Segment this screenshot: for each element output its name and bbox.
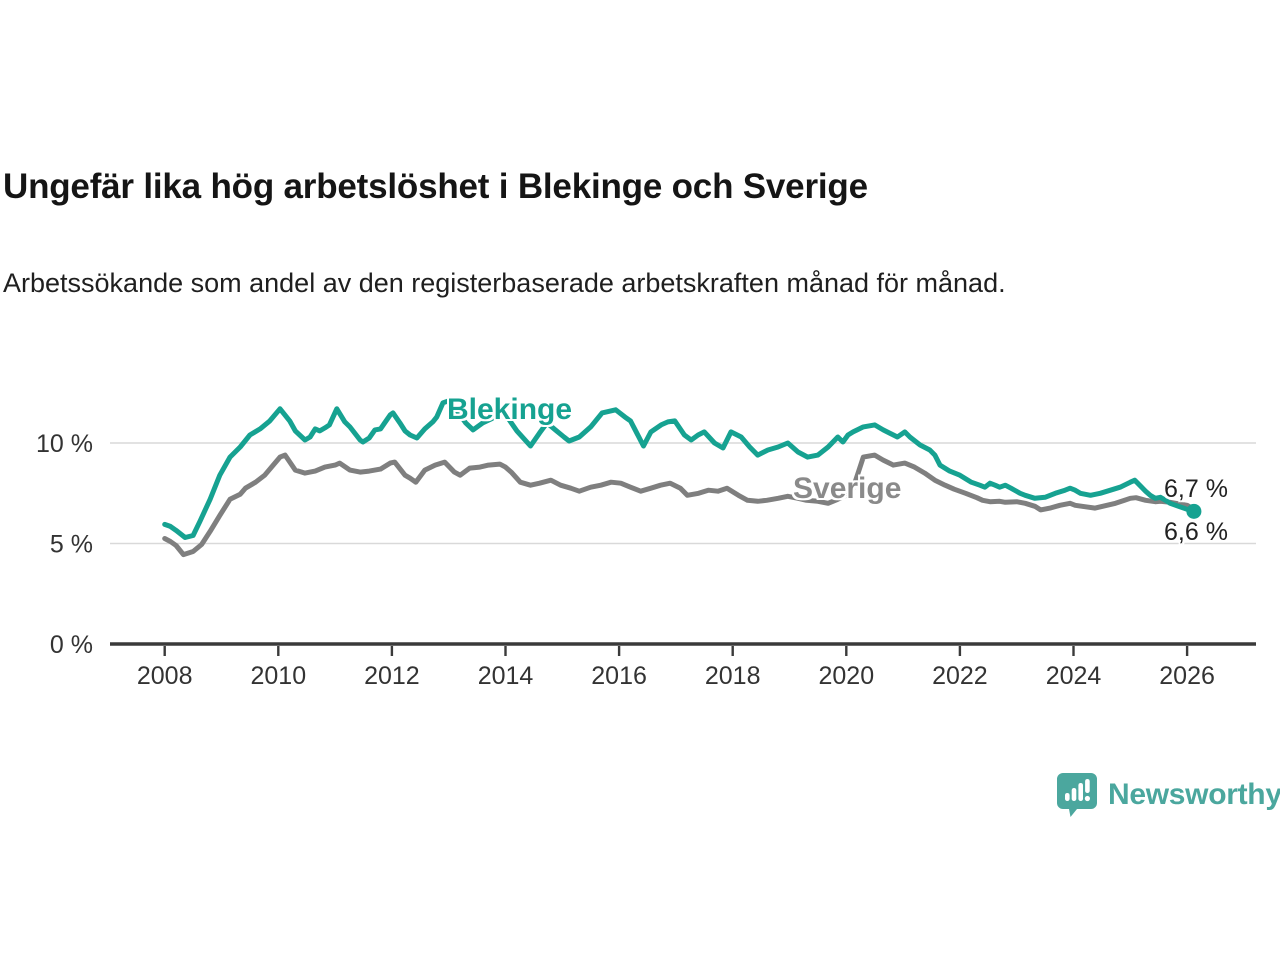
series-end-dot-blekinge — [1186, 503, 1202, 519]
page-subtitle: Arbetssökande som andel av den registerb… — [3, 268, 1006, 298]
x-axis-tick-label: 2008 — [137, 662, 193, 690]
x-axis-tick-label: 2014 — [478, 662, 534, 690]
newsworthy-wordmark: Newsworthy — [1108, 778, 1280, 811]
end-value-label-sverige: 6,7 % — [1164, 475, 1228, 503]
page-title: Ungefär lika hög arbetslöshet i Blekinge… — [3, 167, 868, 207]
series-line-sverige — [162, 452, 1197, 558]
x-axis-tick-label: 2024 — [1046, 662, 1102, 690]
x-axis-tick-label: 2020 — [818, 662, 874, 690]
series-line-blekinge — [162, 398, 1197, 540]
y-axis-tick-label: 10 % — [36, 430, 93, 458]
y-axis-tick-label: 5 % — [50, 531, 93, 559]
x-axis-tick-label: 2018 — [705, 662, 761, 690]
series-label-blekinge: Blekinge — [447, 393, 573, 426]
x-axis-tick-label: 2016 — [591, 662, 647, 690]
newsworthy-logo: Newsworthy — [1056, 772, 1280, 818]
x-axis-tick-label: 2026 — [1159, 662, 1215, 690]
series-label-sverige: Sverige — [793, 472, 902, 505]
y-axis-tick-label: 0 % — [50, 631, 93, 659]
x-axis-tick-label: 2022 — [932, 662, 988, 690]
x-axis-tick-label: 2010 — [250, 662, 306, 690]
x-axis-tick-label: 2012 — [364, 662, 420, 690]
end-value-label-blekinge: 6,6 % — [1164, 518, 1228, 546]
newsworthy-icon — [1057, 773, 1097, 817]
